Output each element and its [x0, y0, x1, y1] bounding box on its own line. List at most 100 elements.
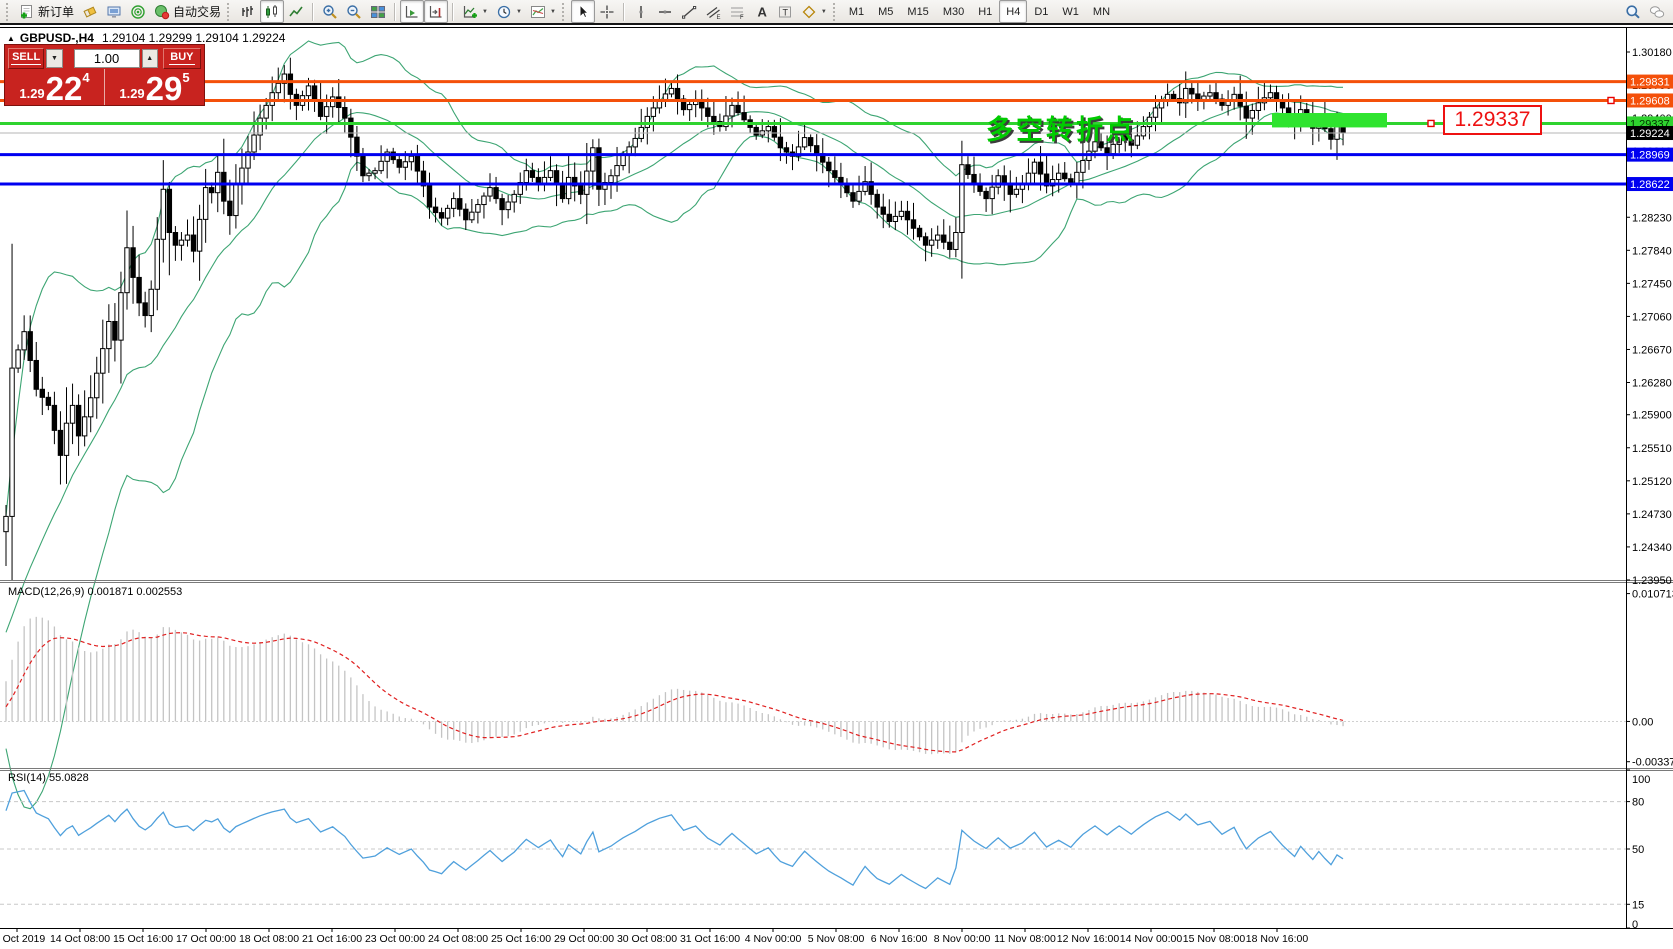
rsi-axis-label: 15: [1632, 899, 1644, 911]
svg-text:E: E: [716, 15, 720, 20]
price-callout-box[interactable]: 1.29337: [1443, 105, 1542, 135]
text-label-button[interactable]: T: [773, 0, 797, 23]
line-chart-button[interactable]: [284, 0, 308, 23]
auto-scroll-button[interactable]: [400, 0, 425, 23]
time-axis-label: 15 Nov 08:00: [1183, 933, 1246, 945]
terminal-icon: [107, 6, 121, 18]
macd-axis-label: 0.00: [1632, 716, 1653, 728]
price-tick-label: 1.24340: [1632, 542, 1672, 554]
rsi-pane: 100 80 50 15 0: [0, 769, 1650, 931]
price-tag-1.29831: 1.29831: [1630, 77, 1670, 89]
sell-price[interactable]: 1.29 22 4: [5, 69, 104, 105]
sell-price-big: 22: [45, 69, 83, 107]
trendline-button[interactable]: [677, 0, 701, 23]
periods-icon: [497, 5, 511, 18]
volume-increase-button[interactable]: ▲: [141, 48, 158, 68]
timeframe-button-h4[interactable]: H4: [999, 0, 1028, 23]
time-axis-label: 6 Nov 16:00: [871, 933, 928, 945]
search-icon: [1626, 4, 1640, 19]
rsi-indicator-label: RSI(14) 55.0828: [8, 772, 89, 784]
timeframe-button-d1[interactable]: D1: [1034, 5, 1049, 18]
svg-text:F: F: [740, 15, 744, 20]
timeframe-button-mn[interactable]: MN: [1092, 5, 1111, 18]
timeframe-button-m5[interactable]: M5: [878, 5, 894, 18]
horizontal-line-button[interactable]: [653, 0, 677, 23]
eraser-icon: [83, 6, 97, 17]
text-button[interactable]: A: [749, 0, 773, 23]
timeframe-button-m30[interactable]: M30: [942, 5, 965, 18]
price-tag-1.28622: 1.28622: [1630, 179, 1670, 191]
new-order-button[interactable]: 新订单: [15, 0, 78, 23]
shapes-button[interactable]: ▼: [797, 0, 831, 23]
zoom-out-button[interactable]: [342, 0, 366, 23]
buy-price-sup: 5: [182, 70, 190, 85]
time-axis-label: 4 Nov 00:00: [745, 933, 802, 945]
autotrade-button[interactable]: 自动交易: [150, 0, 225, 23]
highlight-rectangle[interactable]: [1272, 113, 1387, 128]
sell-button[interactable]: SELL: [8, 47, 45, 69]
timeframe-button-h1[interactable]: H1: [978, 5, 993, 18]
signal-icon: [131, 4, 145, 19]
bar-chart-button[interactable]: [236, 0, 260, 23]
buy-button[interactable]: BUY: [162, 47, 201, 69]
time-axis-label: 17 Oct 00:00: [176, 933, 236, 945]
price-tick-label: 1.28230: [1632, 212, 1672, 224]
collapse-panel-icon[interactable]: ▲: [7, 34, 15, 43]
timeframe-button-w1[interactable]: W1: [1062, 5, 1079, 18]
macd-pane: 0.010713 0.00 -0.003373: [0, 589, 1673, 769]
chart-title: ▲ GBPUSD-,H4 1.29104 1.29299 1.29104 1.292…: [7, 31, 285, 45]
line-handles[interactable]: [1427, 96, 1615, 128]
time-axis-label: 24 Oct 08:00: [428, 933, 488, 945]
time-axis-label: 29 Oct 00:00: [554, 933, 614, 945]
templates-button[interactable]: ▼: [526, 0, 560, 23]
buy-price[interactable]: 1.29 29 5: [104, 69, 204, 105]
search-button[interactable]: [1621, 0, 1645, 23]
signals-button[interactable]: [126, 0, 150, 23]
time-axis-label: 8 Nov 00:00: [934, 933, 991, 945]
toolbar-grip: [227, 2, 232, 21]
crosshair-button[interactable]: [595, 0, 619, 23]
zoom-in-icon: [323, 4, 337, 19]
toolbar-grip: [6, 2, 11, 21]
market-watch-button[interactable]: [102, 0, 126, 23]
toolbar-separator: [452, 2, 455, 21]
candlestick-series: [3, 57, 1346, 581]
timeframe-button-m1[interactable]: M1: [848, 5, 865, 18]
rsi-axis-label: 50: [1632, 844, 1644, 856]
zoom-in-button[interactable]: [318, 0, 342, 23]
volume-input[interactable]: [73, 48, 140, 68]
rsi-axis-label: 100: [1632, 774, 1650, 786]
chat-button[interactable]: [1645, 0, 1669, 23]
volume-decrease-button[interactable]: ▼: [46, 48, 63, 68]
macd-axis-label: 0.010713: [1632, 589, 1673, 601]
periods-button[interactable]: ▼: [492, 0, 526, 23]
eraser-button[interactable]: [78, 0, 102, 23]
vertical-line-button[interactable]: [629, 0, 653, 23]
equidistant-channel-button[interactable]: E: [701, 0, 725, 23]
chart-shift-button[interactable]: [424, 0, 449, 23]
time-axis-label: 11 Nov 08:00: [994, 933, 1056, 945]
autotrade-button-label: 自动交易: [173, 5, 222, 19]
price-tick-label: 1.27840: [1632, 245, 1672, 257]
chinese-annotation-label[interactable]: 多空转折点: [986, 115, 1136, 145]
chart-shift-icon: [429, 5, 442, 18]
time-axis-label: 30 Oct 08:00: [617, 933, 677, 945]
chart-canvas: 1.301801.297901.294001.290101.286201.282…: [0, 27, 1673, 949]
time-axis-label: 15 Oct 16:00: [113, 933, 173, 945]
candlestick-chart-button[interactable]: [260, 0, 285, 23]
tile-windows-button[interactable]: [366, 0, 390, 23]
timeframe-button-m15[interactable]: M15: [907, 5, 929, 18]
channel-icon: E: [706, 6, 720, 20]
time-axis-label: 25 Oct 16:00: [491, 933, 551, 945]
svg-text:T: T: [782, 7, 788, 17]
price-tick-label: 1.27450: [1632, 278, 1672, 290]
fibonacci-button[interactable]: F: [725, 0, 749, 23]
toolbar-separator: [394, 2, 397, 21]
toolbar-separator: [312, 2, 315, 21]
indicators-button[interactable]: ▼: [458, 0, 492, 23]
auto-scroll-icon: [405, 5, 418, 18]
chart-candles-icon: [266, 4, 278, 18]
price-tick-label: 1.30180: [1632, 47, 1672, 59]
cursor-button[interactable]: [570, 0, 595, 23]
